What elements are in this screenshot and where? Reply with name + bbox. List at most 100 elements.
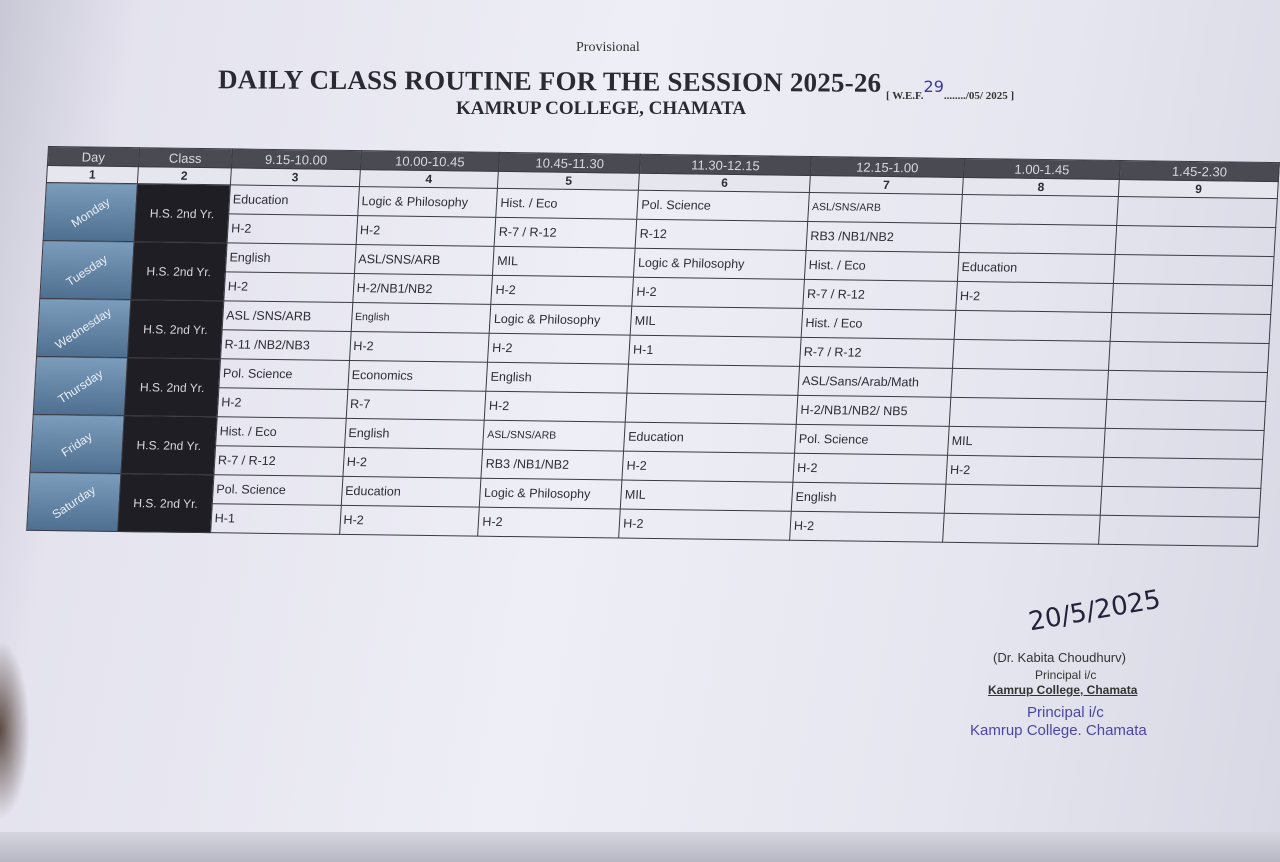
room-cell: H-1 (628, 335, 802, 367)
class-cell: H.S. 2nd Yr. (120, 415, 217, 475)
room-cell: RB3 /NB1/NB2 (806, 221, 961, 253)
subject-cell: Education (340, 476, 482, 508)
subject-cell: Logic & Philosophy (357, 186, 498, 218)
room-cell: H-2 (478, 507, 621, 539)
day-label: Friday (59, 428, 95, 460)
room-cell: H-2/NB1/NB2 (352, 273, 493, 305)
day-cell: Monday (43, 182, 138, 242)
subject-cell (1110, 312, 1271, 344)
room-cell (625, 393, 798, 425)
column-number: 2 (137, 166, 232, 185)
room-cell: H-2 (955, 281, 1114, 313)
signer-title: Principal i/c (1035, 668, 1097, 682)
class-cell: H.S. 2nd Yr. (127, 299, 224, 359)
room-cell (1102, 457, 1263, 489)
room-cell: H-2 (339, 505, 480, 537)
room-cell: H-2 (355, 215, 497, 247)
subject-cell: ASL/SNS/ARB (807, 192, 963, 224)
room-cell: H-2 (226, 213, 358, 245)
subject-cell: English (344, 418, 485, 450)
subject-cell: MIL (620, 480, 793, 512)
column-number: 8 (962, 177, 1120, 197)
day-cell: Tuesday (39, 240, 134, 300)
column-header: Class (138, 147, 233, 168)
subject-cell (953, 310, 1113, 342)
routine-table-wrapper: Day Class 9.15-10.00 10.00-10.45 10.45-11.30… (26, 146, 1280, 547)
room-cell (958, 223, 1118, 255)
wef-date: [ W.E.F.29......../05/ 2025 ] (886, 77, 1014, 103)
column-header: Day (47, 146, 140, 167)
room-cell: H-2 (632, 277, 805, 309)
column-header: 1.00-1.45 (963, 158, 1121, 180)
room-cell: H-2 (622, 451, 795, 483)
subject-cell: Education (228, 184, 359, 216)
column-header: 11.30-12.15 (639, 154, 812, 176)
room-cell (1112, 283, 1273, 315)
room-cell (1115, 225, 1276, 257)
subject-cell (944, 484, 1103, 516)
subject-cell (950, 368, 1109, 400)
room-cell: R-7 / R-12 (799, 337, 954, 369)
room-cell: R-7 / R-12 (802, 279, 958, 311)
stamp-title: Principal i/c (1027, 704, 1104, 721)
subject-cell: Hist. / Eco (804, 250, 959, 282)
wef-prefix: [ W.E.F. (886, 90, 924, 102)
day-label: Saturday (49, 482, 98, 522)
room-cell: RB3 /NB1/NB2 (481, 449, 624, 481)
subject-cell: MIL (630, 306, 803, 338)
room-cell: H-2 (223, 271, 355, 303)
room-cell: H-2 (349, 331, 490, 363)
column-header: 1.45-2.30 (1119, 160, 1280, 182)
subject-cell: Hist. / Eco (496, 188, 639, 220)
subject-cell: Logic & Philosophy (479, 478, 623, 510)
subject-cell: ASL/Sans/Arab/Math (797, 366, 953, 398)
room-cell (942, 513, 1101, 545)
subject-cell: Pol. Science (212, 474, 343, 506)
day-label: Tuesday (63, 251, 111, 289)
wef-day-handwritten: 29 (923, 77, 944, 96)
room-cell: R-12 (635, 219, 808, 251)
handwritten-signature: 20/5/2025 (1026, 584, 1163, 638)
room-cell (1108, 341, 1270, 373)
subject-cell: English (486, 362, 629, 394)
signer-college: Kamrup College, Chamata (988, 683, 1138, 697)
room-cell: H-1 (210, 503, 341, 535)
background-surface (0, 832, 1280, 862)
subject-cell (1117, 196, 1278, 228)
subject-cell: Logic & Philosophy (489, 304, 633, 336)
subject-cell: Pol. Science (637, 190, 810, 222)
room-cell: H-2/NB1/NB2/ NB5 (796, 395, 951, 427)
day-cell: Saturday (26, 472, 121, 532)
column-number: 1 (46, 165, 139, 184)
subject-cell (960, 194, 1119, 226)
room-cell: R-7 / R-12 (494, 217, 638, 249)
day-label: Monday (68, 194, 113, 230)
provisional-label: Provisional (576, 40, 640, 55)
room-cell: H-2 (342, 447, 484, 479)
document-title: DAILY CLASS ROUTINE FOR THE SESSION 2025… (217, 64, 882, 98)
subject-cell: ASL/SNS/ARB (354, 244, 495, 276)
subject-cell: ASL/SNS/ARB (483, 420, 626, 452)
room-cell: H-2 (618, 509, 792, 541)
class-cell: H.S. 2nd Yr. (117, 473, 214, 533)
signer-name: (Dr. Kabita Choudhurv) (993, 650, 1126, 665)
subject-cell: Pol. Science (794, 424, 950, 456)
subject-cell: Logic & Philosophy (633, 248, 807, 280)
column-header: 10.00-10.45 (359, 150, 500, 172)
room-cell: H-2 (792, 453, 948, 485)
room-cell (952, 339, 1111, 371)
routine-table: Day Class 9.15-10.00 10.00-10.45 10.45-11.30… (26, 146, 1280, 547)
room-cell: H-2 (491, 275, 634, 307)
column-number: 9 (1118, 179, 1279, 199)
column-header: 9.15-10.00 (231, 148, 362, 170)
subject-cell: Pol. Science (218, 358, 350, 390)
day-cell: Wednesday (36, 298, 131, 358)
room-cell: R-11 /NB2/NB3 (220, 329, 351, 361)
room-cell (1105, 399, 1266, 431)
day-label: Wednesday (53, 304, 115, 352)
subject-cell: Education (957, 252, 1116, 284)
subject-cell: Hist. / Eco (801, 308, 956, 340)
room-cell: H-2 (945, 455, 1104, 487)
column-number: 5 (497, 171, 640, 191)
class-cell: H.S. 2nd Yr. (133, 183, 231, 243)
